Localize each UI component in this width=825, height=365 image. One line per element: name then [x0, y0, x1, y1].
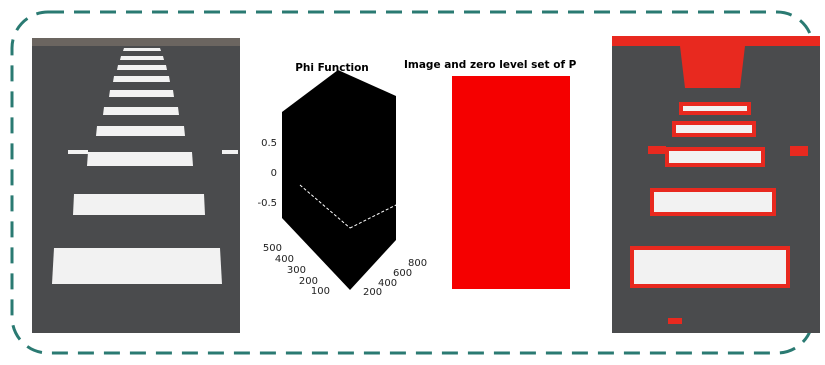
z-tick-label: -0.5	[257, 198, 277, 209]
z-tick-label: 0.5	[261, 138, 277, 149]
z-tick-label: 0	[271, 168, 277, 179]
y-tick-label: 500	[263, 243, 282, 254]
y-tick-label: 100	[311, 286, 330, 297]
figure: Phi Function 0.5 0 -0.5 500 400 300 200 …	[0, 0, 825, 365]
y-tick-label: 400	[275, 254, 294, 265]
crosswalk-photo	[32, 38, 240, 333]
plot-title: Phi Function	[295, 62, 369, 74]
page: Phi Function 0.5 0 -0.5 500 400 300 200 …	[0, 0, 825, 365]
x-tick-label: 200	[363, 287, 382, 298]
segmented-photo	[612, 36, 820, 333]
overlay-title: Image and zero level set of P	[404, 59, 577, 71]
phi-plot: Phi Function 0.5 0 -0.5 500 400 300 200 …	[257, 62, 427, 298]
level-set-plot: Image and zero level set of P	[404, 50, 613, 289]
y-tick-label: 300	[287, 265, 306, 276]
phi-surface	[282, 70, 396, 290]
level-set-region	[452, 76, 570, 289]
